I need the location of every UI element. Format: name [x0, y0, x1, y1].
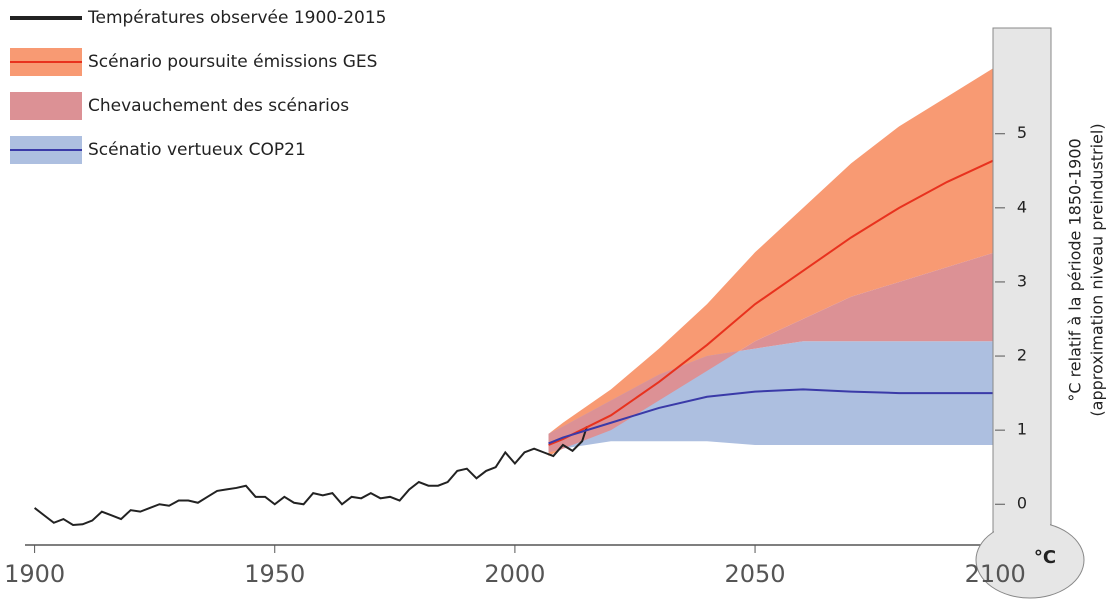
y-axis-title-line: °C relatif à la période 1850-1900	[1066, 138, 1085, 401]
legend-swatch	[10, 92, 82, 120]
x-tick-label: 2000	[484, 560, 545, 588]
y-tick-label: 4	[1017, 197, 1027, 216]
legend-label: Scénario poursuite émissions GES	[88, 52, 377, 72]
x-tick-label: 1950	[244, 560, 305, 588]
x-tick-label: 2050	[725, 560, 786, 588]
series-line	[33, 426, 588, 527]
uncertainty-band	[548, 67, 996, 457]
y-tick-label: 5	[1017, 123, 1027, 142]
legend-label: Températures observée 1900-2015	[87, 8, 387, 28]
thermometer-tube	[992, 27, 1052, 539]
x-tick-label: 1900	[4, 560, 65, 588]
y-tick-label: 1	[1017, 420, 1027, 439]
legend-label: Chevauchement des scénarios	[88, 96, 349, 116]
legend-label: Scénatio vertueux COP21	[88, 140, 306, 160]
y-axis-title-line: (approximation niveau preindustriel)	[1088, 123, 1107, 416]
unit-label: °C	[1034, 547, 1056, 568]
y-tick-label: 0	[1017, 494, 1027, 513]
x-tick-label: 2100	[965, 560, 1026, 588]
plot-area	[25, 67, 996, 553]
thermometer-neck	[994, 515, 1050, 545]
uncertainty-band	[548, 341, 996, 453]
overlap-band	[548, 252, 996, 453]
y-tick-label: 3	[1017, 271, 1027, 290]
y-tick-label: 2	[1017, 346, 1027, 365]
series-line	[548, 158, 996, 446]
series-line	[548, 388, 996, 445]
y-axis-title: °C relatif à la période 1850-1900 (appro…	[1066, 123, 1107, 416]
